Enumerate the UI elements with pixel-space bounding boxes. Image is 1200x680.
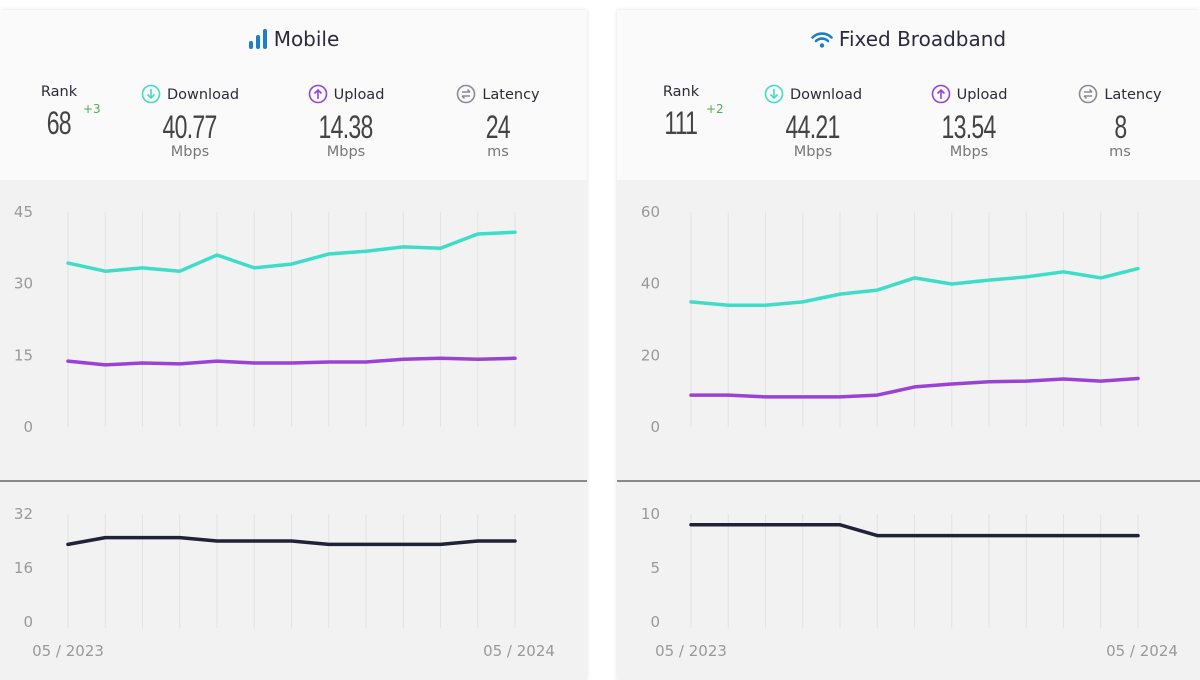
title-text: Fixed Broadband	[838, 27, 1007, 51]
upload-metric: Upload 14.38 Mbps	[286, 84, 406, 160]
rank-value: 68	[46, 105, 72, 141]
y-tick-label: 20	[641, 346, 660, 364]
y-tick-label: 0	[650, 613, 660, 631]
y-tick-label: 0	[650, 418, 660, 436]
y-tick-label: 30	[14, 275, 33, 293]
fixed-charts: 60 40 20 0 10 5 0 05 / 2023 05 / 2024	[617, 203, 1200, 660]
wifi-icon	[811, 32, 833, 48]
y-tick-label: 5	[650, 559, 660, 577]
latency-label: Latency	[438, 84, 558, 104]
download-line	[66, 230, 517, 273]
upload-label: Upload	[909, 84, 1029, 104]
download-metric: Download 40.77 Mbps	[130, 84, 250, 160]
fixed-broadband-card: Fixed Broadband Rank 111 +2 Download 44.…	[617, 10, 1200, 680]
download-label: Download	[753, 84, 873, 104]
y-tick-label: 40	[641, 275, 660, 293]
y-tick-label: 15	[14, 346, 33, 364]
latency-line	[689, 523, 1140, 538]
latency-icon	[1079, 84, 1098, 104]
y-tick-label: 16	[14, 559, 33, 577]
upload-icon	[308, 84, 327, 104]
label-text: Download	[166, 87, 240, 103]
upload-metric: Upload 13.54 Mbps	[909, 84, 1029, 160]
label-text: Download	[789, 87, 863, 103]
x-end-label: 05 / 2024	[1106, 642, 1178, 660]
x-end-label: 05 / 2024	[483, 642, 555, 660]
download-icon	[141, 84, 161, 104]
upload-value: 13.54	[941, 109, 997, 145]
y-tick-label: 60	[641, 203, 660, 221]
label-text: Latency	[482, 87, 540, 103]
upload-line	[66, 356, 517, 367]
latency-metric: Latency 24 ms	[438, 84, 558, 160]
upload-unit: Mbps	[949, 144, 989, 160]
rank-metric: Rank 111	[621, 84, 741, 140]
download-icon	[764, 84, 784, 104]
rank-delta: +2	[706, 102, 724, 116]
rank-metric: Rank 68	[0, 84, 119, 140]
upload-value: 14.38	[318, 109, 374, 145]
download-unit: Mbps	[793, 144, 833, 160]
mobile-charts: 45 30 15 0 32 16 0 05 / 2023 05 / 2024	[0, 203, 587, 660]
latency-unit: ms	[1109, 144, 1131, 160]
latency-value: 8	[1113, 109, 1127, 145]
latency-unit: ms	[487, 144, 509, 160]
fixed-header: Fixed Broadband Rank 111 +2 Download 44.…	[617, 10, 1200, 180]
fixed-title: Fixed Broadband	[617, 27, 1200, 51]
signal-bars-icon	[248, 29, 267, 49]
upload-unit: Mbps	[326, 144, 366, 160]
mobile-header: Mobile Rank 68 +3 Download 40.77 Mbps Up…	[0, 10, 587, 180]
download-unit: Mbps	[170, 144, 210, 160]
rank-value: 111	[664, 105, 699, 141]
title-text: Mobile	[273, 27, 340, 51]
y-tick-label: 10	[641, 505, 660, 523]
upload-label: Upload	[286, 84, 406, 104]
latency-value: 24	[485, 109, 511, 145]
x-start-label: 05 / 2023	[32, 642, 104, 660]
mobile-title: Mobile	[0, 27, 587, 51]
download-value: 40.77	[162, 109, 218, 145]
latency-metric: Latency 8 ms	[1060, 84, 1180, 160]
mobile-card: Mobile Rank 68 +3 Download 40.77 Mbps Up…	[0, 10, 587, 680]
y-tick-label: 32	[14, 505, 33, 523]
y-tick-label: 45	[14, 203, 33, 221]
rank-label: Rank	[662, 84, 700, 100]
upload-icon	[931, 84, 950, 104]
y-tick-label: 0	[23, 418, 33, 436]
label-text: Latency	[1104, 87, 1162, 103]
latency-label: Latency	[1060, 84, 1180, 104]
latency-line	[66, 535, 517, 547]
x-start-label: 05 / 2023	[655, 642, 727, 660]
latency-icon	[457, 84, 476, 104]
label-text: Upload	[956, 87, 1008, 103]
rank-label: Rank	[40, 84, 78, 100]
download-metric: Download 44.21 Mbps	[753, 84, 873, 160]
download-label: Download	[130, 84, 250, 104]
download-line	[689, 266, 1140, 307]
y-tick-label: 0	[23, 613, 33, 631]
label-text: Upload	[333, 87, 385, 103]
rank-delta: +3	[83, 102, 101, 116]
download-value: 44.21	[785, 109, 841, 145]
upload-line	[689, 376, 1140, 399]
